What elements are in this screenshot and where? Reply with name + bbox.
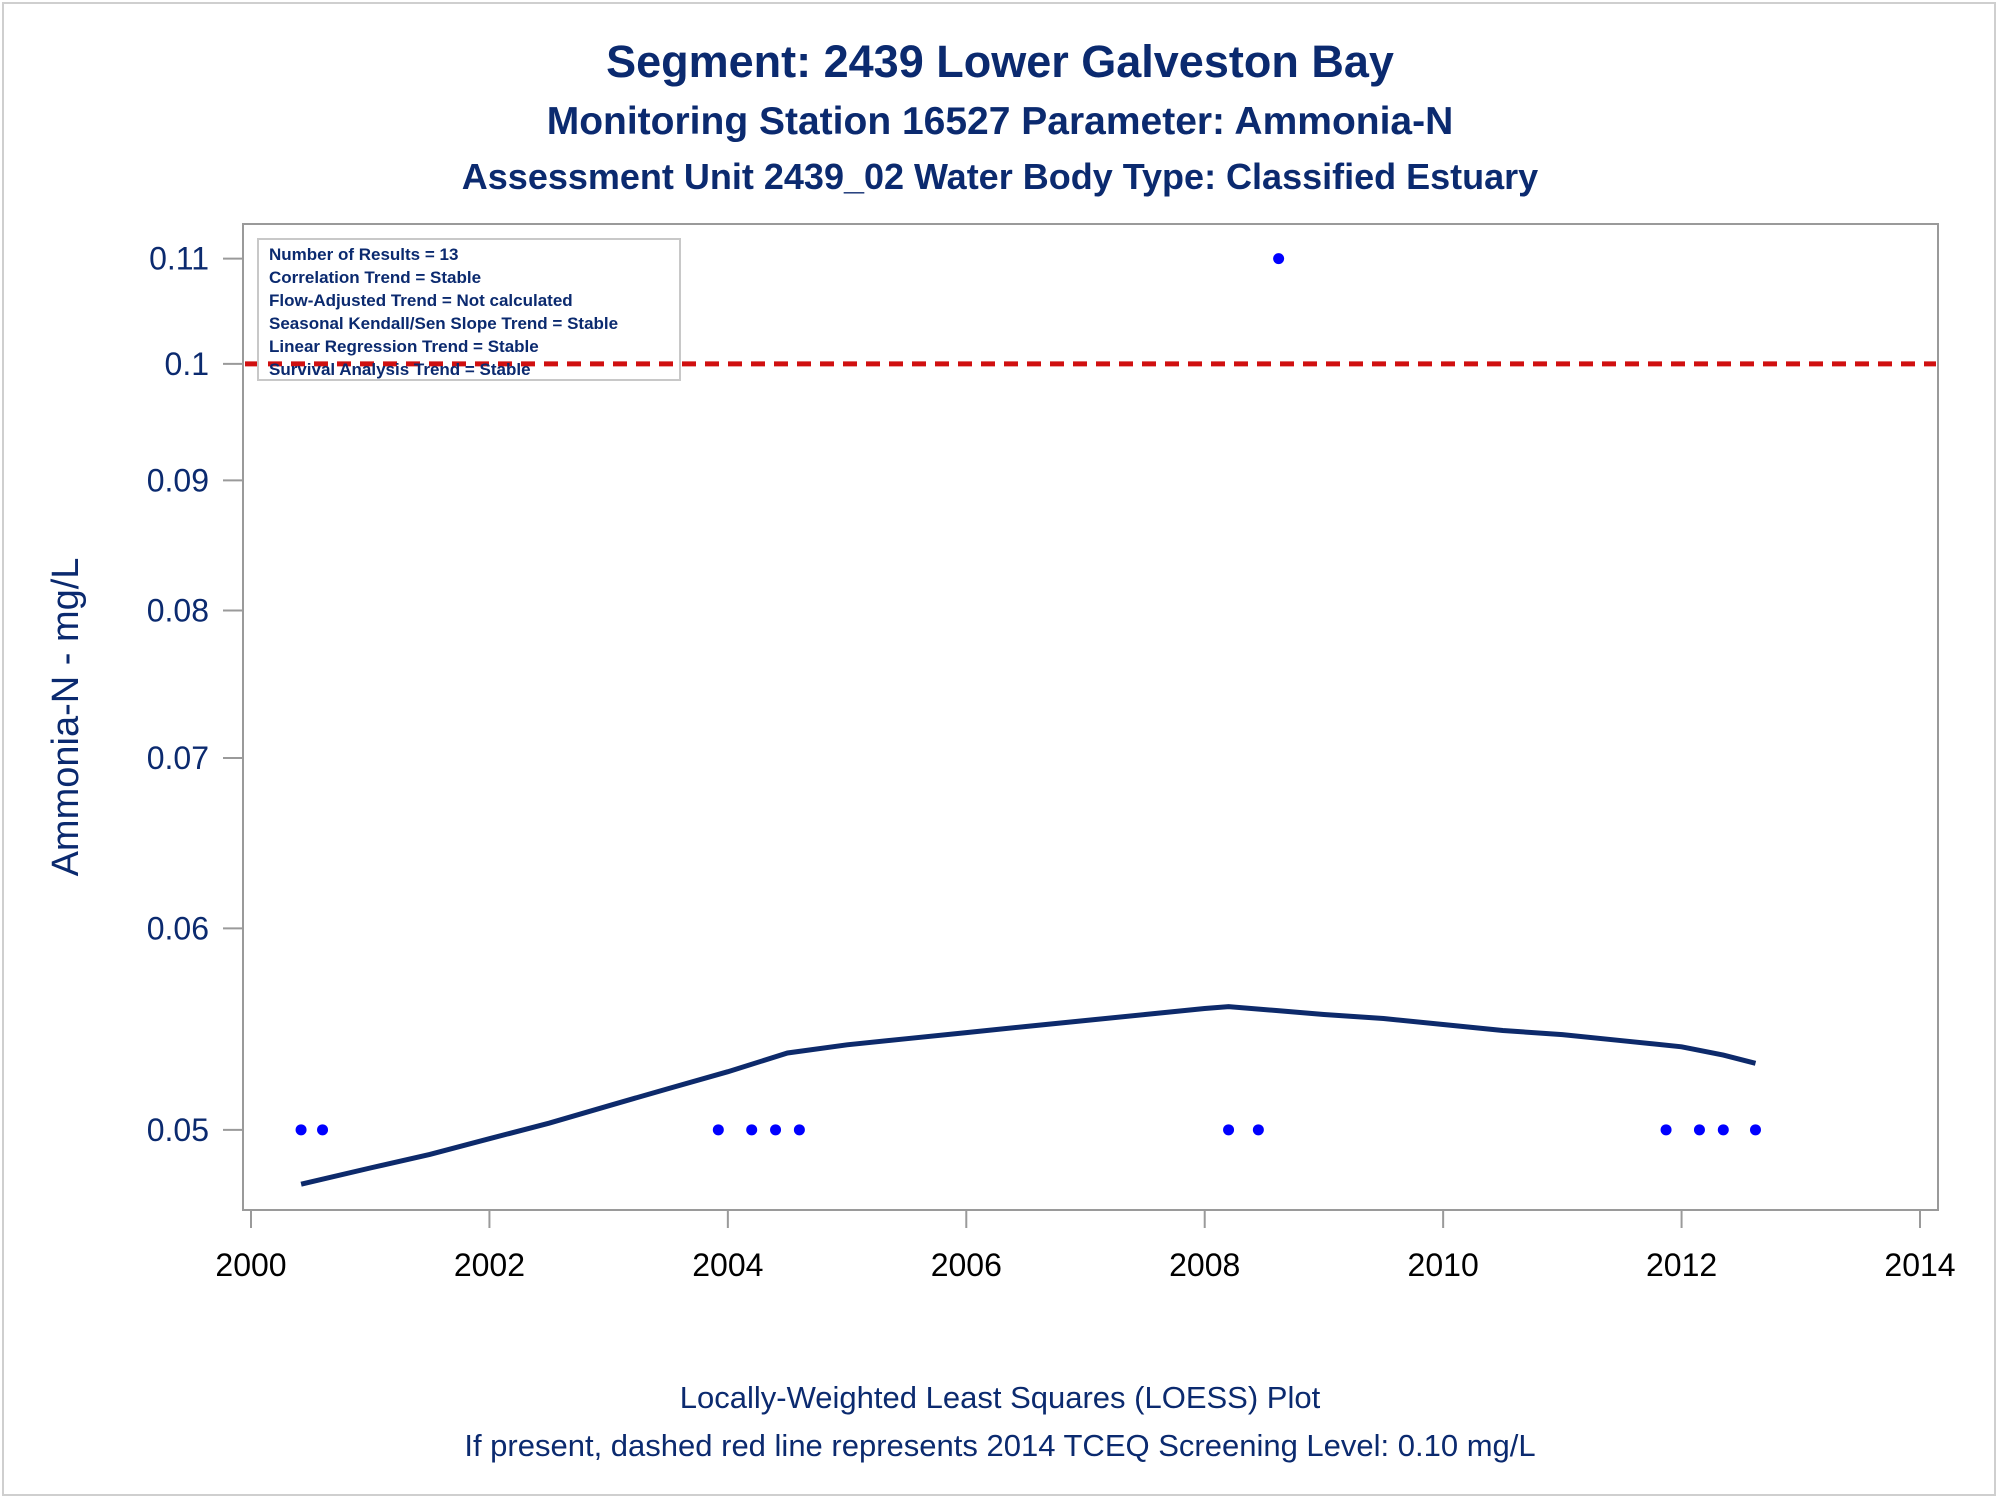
footnote-screening: If present, dashed red line represents 2… [464, 1428, 1536, 1463]
data-point [317, 1124, 329, 1136]
data-point [770, 1124, 782, 1136]
y-tick-label: 0.09 [147, 462, 209, 498]
chart-title: Segment: 2439 Lower Galveston Bay [606, 36, 1394, 87]
x-tick-label: 2004 [692, 1247, 763, 1283]
stats-legend-box [257, 238, 681, 381]
x-tick-label: 2012 [1646, 1247, 1717, 1283]
y-tick-label: 0.1 [165, 346, 209, 382]
footnote-loess: Locally-Weighted Least Squares (LOESS) P… [679, 1380, 1321, 1415]
y-axis: 0.05 0.06 0.07 0.08 0.09 0.1 0.11 [147, 241, 243, 1148]
stats-line: Number of Results = 13 [269, 245, 458, 264]
x-axis: 2000 2002 2004 2006 2008 2010 2012 2014 [215, 1210, 1956, 1283]
x-tick-label: 2000 [215, 1247, 286, 1283]
data-point [712, 1124, 724, 1136]
x-tick-label: 2008 [1169, 1247, 1240, 1283]
x-tick-label: 2014 [1884, 1247, 1955, 1283]
stats-lines: Number of Results = 13 Correlation Trend … [269, 245, 618, 379]
data-points [295, 253, 1761, 1136]
stats-legend: Number of Results = 13 Correlation Trend … [257, 238, 681, 381]
loess-curve [300, 1004, 1757, 1187]
stats-line: Linear Regression Trend = Stable [269, 337, 539, 356]
y-tick-label: 0.07 [147, 740, 209, 776]
x-tick-label: 2010 [1408, 1247, 1479, 1283]
y-tick-label: 0.08 [147, 592, 209, 628]
data-point [295, 1124, 307, 1136]
stats-line: Seasonal Kendall/Sen Slope Trend = Stabl… [269, 314, 618, 333]
chart-subtitle: Monitoring Station 16527 Parameter: Ammo… [546, 100, 1454, 143]
chart-subtitle-secondary: Assessment Unit 2439_02 Water Body Type:… [461, 156, 1539, 197]
data-point [1252, 1124, 1264, 1136]
data-point [1749, 1124, 1761, 1136]
stats-line: Flow-Adjusted Trend = Not calculated [269, 291, 573, 310]
data-point [1693, 1124, 1705, 1136]
data-point [1223, 1124, 1235, 1136]
y-tick-label: 0.11 [149, 241, 209, 277]
data-point [746, 1124, 758, 1136]
plot-area [242, 223, 1939, 1211]
data-point [1660, 1124, 1672, 1136]
y-tick-label: 0.06 [147, 910, 209, 946]
stats-line: Survival Analysis Trend = Stable [269, 360, 531, 379]
data-point [1717, 1124, 1729, 1136]
data-point [793, 1124, 805, 1136]
x-tick-label: 2002 [454, 1247, 525, 1283]
y-axis-title: Ammonia-N - mg/L [45, 558, 87, 877]
x-tick-label: 2006 [931, 1247, 1002, 1283]
stats-line: Correlation Trend = Stable [269, 268, 481, 287]
y-tick-label: 0.05 [147, 1112, 209, 1148]
data-point [1273, 253, 1285, 265]
